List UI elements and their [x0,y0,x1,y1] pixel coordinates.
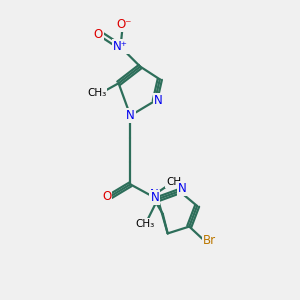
Text: N⁺: N⁺ [113,40,128,53]
Text: Br: Br [203,234,216,247]
Text: N: N [178,182,187,195]
Text: CH₃: CH₃ [136,219,155,229]
Text: N: N [126,109,135,122]
Text: CH₃: CH₃ [166,177,185,188]
Text: O: O [93,28,103,41]
Text: N: N [151,190,159,204]
Text: N: N [150,188,158,201]
Text: N: N [154,94,162,107]
Text: O: O [102,190,111,202]
Text: O⁻: O⁻ [117,18,132,31]
Text: CH₃: CH₃ [87,88,106,98]
